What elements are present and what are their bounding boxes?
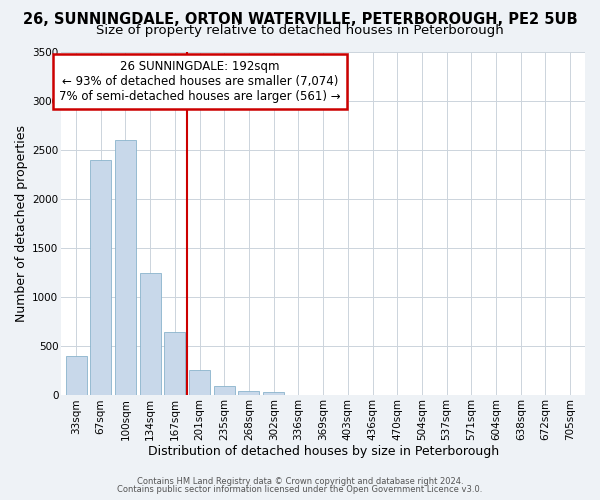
- Bar: [214, 386, 235, 396]
- Bar: [238, 390, 259, 396]
- Bar: [115, 140, 136, 396]
- Text: Contains public sector information licensed under the Open Government Licence v3: Contains public sector information licen…: [118, 485, 482, 494]
- Bar: [90, 160, 111, 396]
- Bar: [140, 272, 161, 396]
- Bar: [189, 370, 210, 396]
- Y-axis label: Number of detached properties: Number of detached properties: [15, 125, 28, 322]
- Text: 26, SUNNINGDALE, ORTON WATERVILLE, PETERBOROUGH, PE2 5UB: 26, SUNNINGDALE, ORTON WATERVILLE, PETER…: [23, 12, 577, 28]
- Bar: [164, 332, 185, 396]
- X-axis label: Distribution of detached houses by size in Peterborough: Distribution of detached houses by size …: [148, 444, 499, 458]
- Text: Contains HM Land Registry data © Crown copyright and database right 2024.: Contains HM Land Registry data © Crown c…: [137, 477, 463, 486]
- Text: 26 SUNNINGDALE: 192sqm
← 93% of detached houses are smaller (7,074)
7% of semi-d: 26 SUNNINGDALE: 192sqm ← 93% of detached…: [59, 60, 341, 103]
- Text: Size of property relative to detached houses in Peterborough: Size of property relative to detached ho…: [96, 24, 504, 37]
- Bar: [263, 392, 284, 396]
- Bar: [65, 356, 86, 396]
